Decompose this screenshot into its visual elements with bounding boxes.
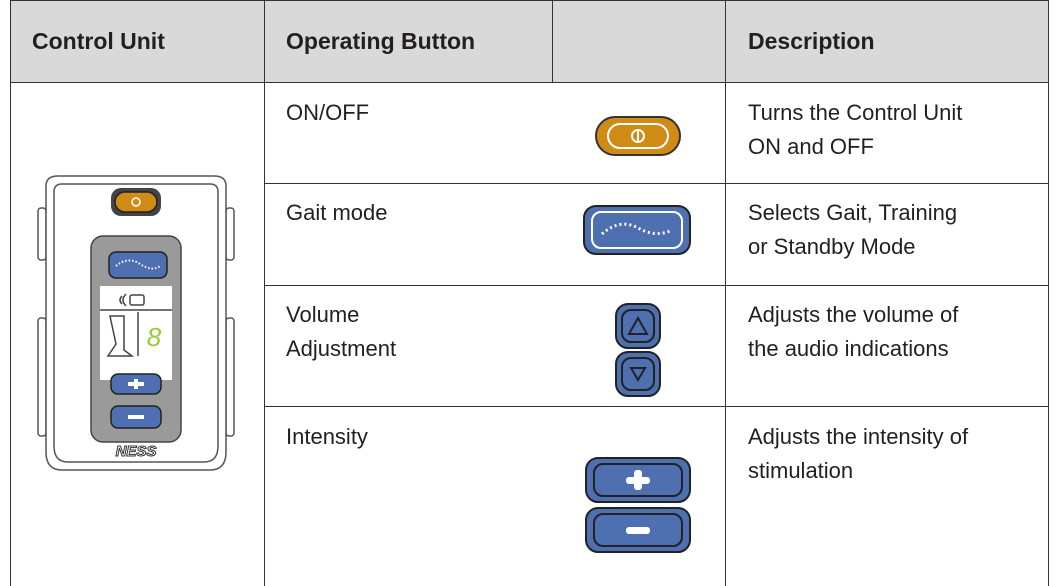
border xyxy=(10,0,1049,1)
line: Adjusts the volume of xyxy=(748,302,959,327)
button-name: Gait mode xyxy=(286,200,388,225)
border xyxy=(10,0,11,586)
gait-button-icon xyxy=(583,205,691,255)
line: Adjusts the intensity of xyxy=(748,424,969,449)
description: Selects Gait, Training or Standby Mode xyxy=(748,196,957,264)
border xyxy=(1048,0,1049,586)
border xyxy=(10,82,1049,83)
display-digit: 8 xyxy=(147,322,162,352)
border xyxy=(264,0,265,586)
border xyxy=(264,406,1049,407)
button-name: ON/OFF xyxy=(286,100,370,125)
line: Volume xyxy=(286,302,360,327)
intensity-button-icon xyxy=(585,457,691,553)
description: Turns the Control Unit ON and OFF xyxy=(748,96,962,164)
line: the audio indications xyxy=(748,336,949,361)
border xyxy=(264,285,1049,286)
button-name: Volume Adjustment xyxy=(286,298,396,366)
line: stimulation xyxy=(748,458,854,483)
volume-button-icon xyxy=(615,303,661,397)
border xyxy=(552,0,553,82)
line: Turns the Control Unit xyxy=(748,100,963,125)
power-button-icon xyxy=(595,116,681,156)
description: Adjusts the volume of the audio indicatio… xyxy=(748,298,958,366)
description: Adjusts the intensity of stimulation xyxy=(748,420,968,488)
border xyxy=(264,183,1049,184)
header-cell: Control Unit xyxy=(32,28,165,54)
line: Selects Gait, Training xyxy=(748,200,958,225)
line: ON and OFF xyxy=(748,134,874,159)
brand-label: NESS xyxy=(116,443,157,460)
line: Adjustment xyxy=(286,336,397,361)
header-cell: Description xyxy=(748,28,875,54)
border xyxy=(725,0,726,586)
header-background xyxy=(10,0,1049,82)
header-cell: Operating Button xyxy=(286,28,476,54)
button-name: Intensity xyxy=(286,424,368,449)
line: or Standby Mode xyxy=(748,234,916,259)
control-unit-device: 8 NESS xyxy=(37,175,235,471)
